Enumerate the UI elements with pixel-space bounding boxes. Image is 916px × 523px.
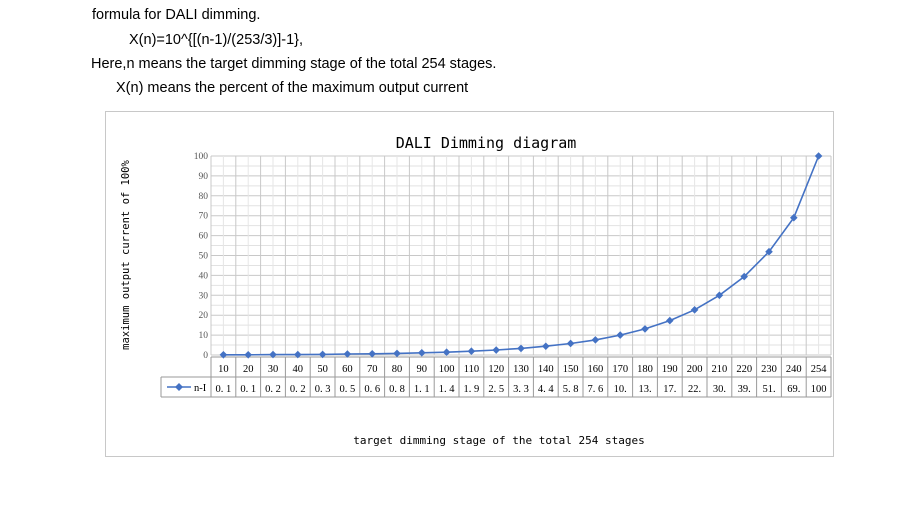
- data-point: [294, 350, 302, 359]
- data-point: [790, 213, 798, 222]
- data-label: 2. 5: [488, 384, 504, 395]
- data-label: 3. 3: [513, 384, 529, 395]
- data-label: 0. 2: [290, 384, 306, 395]
- data-label: 0. 1: [240, 384, 256, 395]
- x-tick-label: 100: [439, 364, 455, 375]
- data-point: [219, 351, 228, 359]
- data-point: [442, 348, 451, 357]
- x-tick-label: 240: [786, 364, 802, 375]
- data-label: 100: [811, 384, 827, 395]
- data-point: [740, 272, 748, 281]
- y-tick-label: 60: [199, 232, 209, 242]
- data-point: [591, 336, 600, 344]
- data-point: [393, 349, 401, 358]
- x-tick-label: 60: [342, 364, 353, 375]
- chart-frame: [105, 111, 834, 457]
- data-point: [566, 339, 575, 348]
- data-point: [814, 152, 823, 160]
- x-tick-label: 160: [588, 364, 604, 375]
- x-tick-label: 90: [417, 364, 428, 375]
- data-point: [418, 349, 426, 357]
- x-tick-label: 140: [538, 364, 554, 375]
- y-tick-label: 100: [194, 152, 209, 162]
- data-label: 0. 1: [216, 384, 232, 395]
- data-point: [765, 247, 773, 256]
- x-tick-label: 50: [317, 364, 328, 375]
- x-tick-label: 210: [712, 364, 728, 375]
- legend-marker: [175, 383, 183, 391]
- data-point: [269, 350, 277, 359]
- x-tick-label: 130: [513, 364, 529, 375]
- data-point: [616, 331, 624, 339]
- data-label: 51.: [762, 384, 775, 395]
- x-tick-label: 150: [563, 364, 579, 375]
- data-point: [542, 342, 550, 351]
- y-tick-label: 20: [199, 311, 209, 321]
- data-label: 0. 5: [340, 384, 356, 395]
- x-tick-label: 190: [662, 364, 678, 375]
- data-label: 4. 4: [538, 384, 555, 395]
- n-definition: Here,n means the target dimming stage of…: [91, 56, 497, 72]
- formula-expression: X(n)=10^{[(n-1)/(253/3)]-1},: [129, 32, 304, 48]
- x-axis-label: target dimming stage of the total 254 st…: [353, 434, 644, 447]
- data-point: [517, 344, 525, 353]
- data-label: 1. 1: [414, 384, 430, 395]
- x-tick-label: 220: [736, 364, 752, 375]
- data-point: [690, 306, 699, 314]
- data-label: 7. 6: [588, 384, 604, 395]
- y-tick-label: 90: [199, 172, 209, 182]
- data-point: [318, 350, 327, 359]
- data-label: 1. 9: [464, 384, 480, 395]
- data-point: [368, 350, 376, 358]
- x-tick-label: 200: [687, 364, 703, 375]
- y-tick-label: 0: [203, 351, 208, 361]
- data-label: 0. 2: [265, 384, 281, 395]
- x-tick-label: 40: [293, 364, 304, 375]
- y-tick-label: 70: [199, 212, 209, 222]
- data-label: 69.: [787, 384, 800, 395]
- data-point: [343, 350, 352, 358]
- x-tick-label: 230: [761, 364, 777, 375]
- data-label: 0. 3: [315, 384, 331, 395]
- data-point: [641, 325, 649, 333]
- data-point: [492, 346, 500, 354]
- x-tick-label: 70: [367, 364, 378, 375]
- data-label: 0. 6: [364, 384, 380, 395]
- x-tick-label: 80: [392, 364, 403, 375]
- x-tick-label: 254: [811, 364, 828, 375]
- data-point: [244, 351, 252, 359]
- formula-intro: formula for DALI dimming.: [92, 7, 261, 23]
- x-tick-label: 180: [637, 364, 653, 375]
- x-tick-label: 20: [243, 364, 254, 375]
- legend-label: n-I: [194, 383, 207, 394]
- chart-title: DALI Dimming diagram: [396, 134, 577, 152]
- data-label: 22.: [688, 384, 701, 395]
- x-tick-label: 110: [464, 364, 479, 375]
- x-tick-label: 120: [488, 364, 504, 375]
- y-axis-label: maximum output current of 100%: [120, 160, 132, 350]
- data-label: 39.: [738, 384, 751, 395]
- y-tick-label: 40: [199, 271, 209, 281]
- data-point: [467, 347, 476, 356]
- data-label: 1. 4: [439, 384, 456, 395]
- y-tick-label: 80: [199, 192, 209, 202]
- y-tick-label: 10: [199, 331, 209, 341]
- data-label: 30.: [713, 384, 726, 395]
- data-point: [715, 291, 724, 300]
- data-label: 10.: [614, 384, 627, 395]
- data-point: [666, 316, 674, 325]
- x-tick-label: 30: [268, 364, 279, 375]
- data-label: 13.: [638, 384, 651, 395]
- data-label: 5. 8: [563, 384, 579, 395]
- xn-definition: X(n) means the percent of the maximum ou…: [116, 80, 469, 96]
- y-tick-label: 50: [199, 252, 209, 262]
- x-tick-label: 170: [612, 364, 628, 375]
- x-tick-label: 10: [218, 364, 229, 375]
- data-label: 17.: [663, 384, 676, 395]
- data-label: 0. 8: [389, 384, 405, 395]
- y-tick-label: 30: [199, 291, 209, 301]
